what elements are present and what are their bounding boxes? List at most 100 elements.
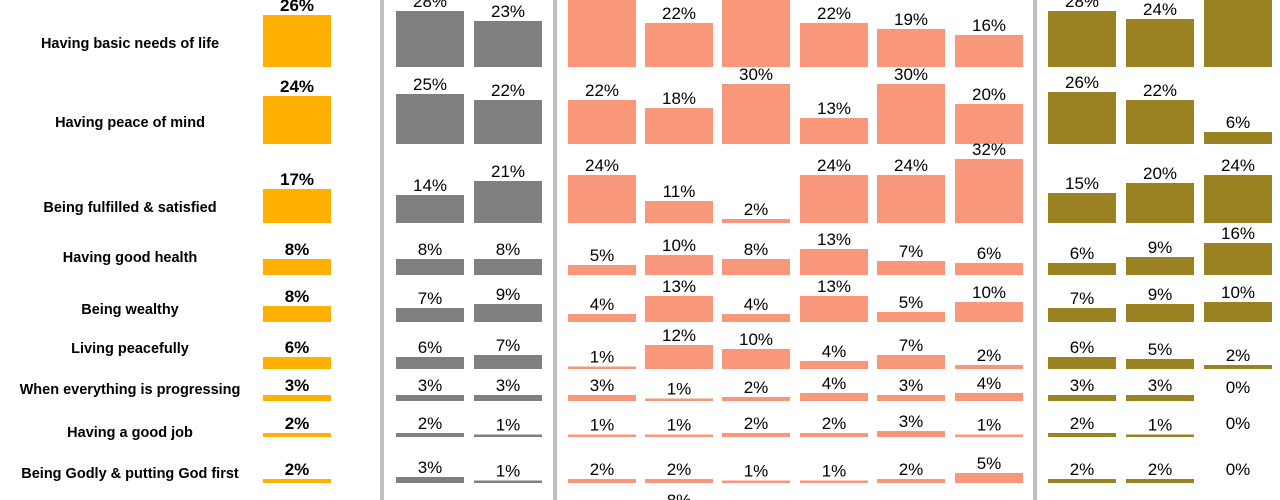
data-label: 6% <box>1070 338 1095 357</box>
bar <box>568 265 636 275</box>
bar <box>1126 100 1194 144</box>
data-label: 10% <box>662 236 696 255</box>
data-label: 30% <box>739 65 773 84</box>
bar <box>1126 359 1194 369</box>
data-label: 2% <box>744 200 769 219</box>
data-label: 23% <box>491 2 525 21</box>
data-label: 5% <box>899 293 924 312</box>
row-label: When everything is progressing <box>20 382 241 398</box>
data-label: 2% <box>899 460 924 479</box>
data-label: 6% <box>418 338 443 357</box>
data-label: 1% <box>1148 416 1173 435</box>
bar <box>1126 434 1194 437</box>
data-label: 8% <box>667 491 692 500</box>
bar <box>1204 132 1272 144</box>
bar <box>877 355 945 369</box>
bar <box>1204 302 1272 322</box>
bar <box>645 108 713 144</box>
data-label: 24% <box>280 77 314 96</box>
row-label: Being fulfilled & satisfied <box>43 200 216 216</box>
bar <box>1126 479 1194 483</box>
data-label: 22% <box>662 4 696 23</box>
data-label: 8% <box>744 240 769 259</box>
bar <box>568 434 636 437</box>
data-label: 12% <box>662 326 696 345</box>
data-label: 4% <box>590 295 615 314</box>
data-label: 13% <box>817 99 851 118</box>
data-label: 2% <box>822 414 847 433</box>
data-label: 1% <box>590 348 615 367</box>
bar <box>722 314 790 322</box>
data-label: 10% <box>1221 283 1255 302</box>
data-label: 1% <box>496 462 521 481</box>
data-label: 9% <box>1148 238 1173 257</box>
bar <box>1048 357 1116 369</box>
bar <box>1048 395 1116 401</box>
data-label: 4% <box>977 374 1002 393</box>
data-label: 0% <box>1226 378 1251 397</box>
bar <box>722 219 790 223</box>
bar <box>1126 183 1194 223</box>
data-label: 13% <box>817 277 851 296</box>
bar <box>396 477 464 483</box>
bar <box>645 201 713 223</box>
bar <box>955 104 1023 144</box>
data-label: 2% <box>1148 460 1173 479</box>
bar <box>568 479 636 483</box>
bar <box>800 433 868 437</box>
data-label: 3% <box>285 376 310 395</box>
bar <box>1204 243 1272 275</box>
data-label: 6% <box>285 338 310 357</box>
bar <box>722 480 790 483</box>
data-label: 22% <box>1143 81 1177 100</box>
bar <box>263 357 331 369</box>
bar <box>263 479 331 483</box>
data-label: 10% <box>972 283 1006 302</box>
bar <box>1048 11 1116 67</box>
data-label: 2% <box>1070 460 1095 479</box>
data-label: 15% <box>1065 174 1099 193</box>
row-label: Being wealthy <box>81 302 179 318</box>
row-label: Being Godly & putting God first <box>21 466 239 482</box>
data-label: 10% <box>739 330 773 349</box>
bar <box>1204 175 1272 223</box>
bar <box>474 395 542 401</box>
data-label: 25% <box>413 75 447 94</box>
bar <box>645 345 713 369</box>
bar <box>877 395 945 401</box>
data-label: 2% <box>1226 346 1251 365</box>
bar <box>645 479 713 483</box>
data-label: 22% <box>585 81 619 100</box>
bar <box>396 94 464 144</box>
data-label: 18% <box>662 89 696 108</box>
bar <box>1204 0 1272 67</box>
row-label: Having good health <box>63 250 198 266</box>
bar <box>1126 257 1194 275</box>
data-label: 2% <box>744 378 769 397</box>
row-label: Having a good job <box>67 425 193 441</box>
data-label: 24% <box>1221 156 1255 175</box>
bar <box>474 304 542 322</box>
bar <box>263 395 331 401</box>
bar <box>396 11 464 67</box>
bar <box>645 255 713 275</box>
bar <box>800 480 868 483</box>
data-label: 2% <box>744 414 769 433</box>
bar <box>568 0 636 67</box>
bar <box>800 249 868 275</box>
bar <box>474 355 542 369</box>
bar <box>1048 263 1116 275</box>
bar <box>645 23 713 67</box>
data-label: 28% <box>413 0 447 11</box>
data-label: 26% <box>280 0 314 15</box>
data-label: 1% <box>496 416 521 435</box>
bar <box>722 259 790 275</box>
data-label: 8% <box>285 240 310 259</box>
data-label: 2% <box>667 460 692 479</box>
data-label: 7% <box>899 242 924 261</box>
data-label: 2% <box>590 460 615 479</box>
bar <box>1126 395 1194 401</box>
bar <box>955 263 1023 275</box>
row-label: Living peacefully <box>71 341 189 357</box>
